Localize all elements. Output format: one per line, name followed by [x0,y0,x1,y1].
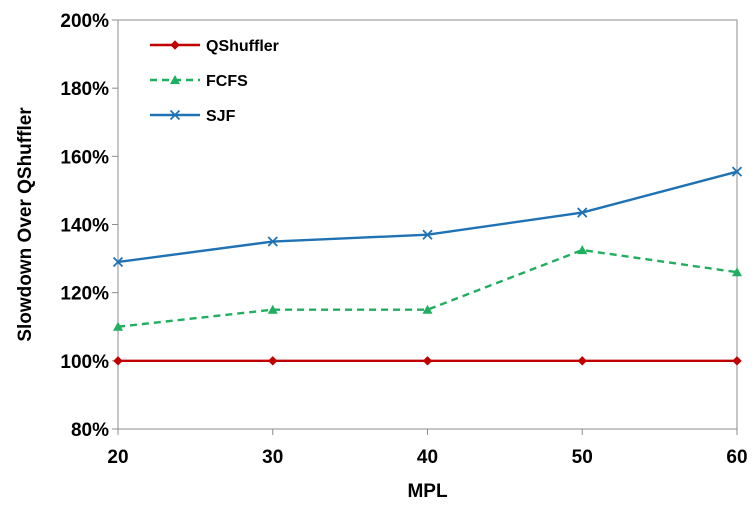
x-tick-label: 60 [726,447,747,468]
legend-marker [170,40,180,50]
y-tick-label: 140% [60,216,109,237]
data-point-sjf [112,256,124,268]
data-point-sjf [577,207,588,218]
data-point-qshuffler [422,356,433,366]
legend-item-sjf: SJF [150,108,236,125]
y-tick-label: 120% [60,284,109,305]
y-axis: 80% 100% 120% 140% 160% 180% 200% [60,11,118,441]
y-tick-label: 160% [60,147,109,168]
data-point-qshuffler [577,356,587,366]
data-point-fcfs [422,304,433,314]
y-tick-label: 200% [60,11,109,32]
legend-label: FCFS [206,73,248,90]
series-line-fcfs [117,248,738,328]
series-fcfs [113,245,742,331]
x-axis: 20 30 40 50 60 [107,429,748,468]
data-point-sjf [267,236,278,247]
data-point-fcfs [577,245,588,255]
y-tick-label: 180% [60,79,109,100]
data-point-qshuffler [268,356,278,366]
series-qshuffler [113,356,742,366]
x-tick-label: 40 [417,447,438,468]
series-sjf [112,166,743,268]
data-point-sjf [422,229,433,240]
data-point-qshuffler [732,356,742,366]
data-point-fcfs [267,304,278,314]
legend: QShuffler FCFS SJF [150,38,279,125]
series-layer [112,166,743,366]
x-axis-title: MPL [407,481,448,502]
legend-label: SJF [206,108,236,125]
data-point-fcfs [732,267,742,277]
data-point-fcfs [113,321,123,331]
data-point-qshuffler [113,356,123,366]
x-tick-label: 30 [262,447,283,468]
legend-item-fcfs: FCFS [150,73,248,90]
legend-label: QShuffler [206,38,279,55]
y-tick-label: 100% [60,352,109,373]
x-tick-label: 50 [572,447,593,468]
legend-item-qshuffler: QShuffler [150,38,279,55]
legend-marker [169,109,181,121]
legend-marker [170,75,180,84]
y-axis-title: Slowdown Over QShuffler [15,107,36,342]
data-point-sjf [731,166,743,177]
x-tick-label: 20 [107,447,128,468]
series-line-sjf [117,170,738,264]
y-tick-label: 80% [71,420,109,441]
